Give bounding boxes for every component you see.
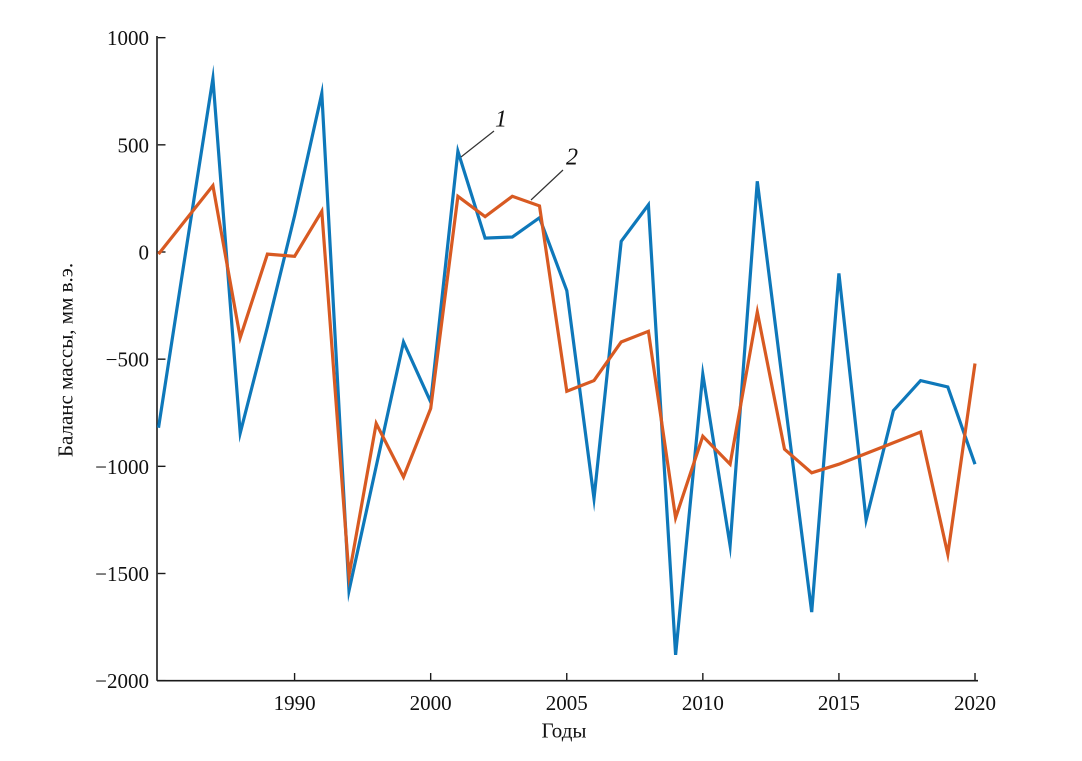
x-axis-title: Годы xyxy=(541,718,587,743)
y-tick-label: 500 xyxy=(118,133,150,157)
series-2-line xyxy=(157,181,977,589)
x-tick-label: 2015 xyxy=(818,691,860,715)
y-tick-label: −2000 xyxy=(95,669,149,693)
annotation-leader-line xyxy=(460,130,495,158)
x-tick-label: 2000 xyxy=(410,691,452,715)
x-tick-label: 1990 xyxy=(274,691,316,715)
series-1-line xyxy=(156,64,977,656)
series-2-annotation-label: 2 xyxy=(566,144,578,171)
y-axis-title: Баланс массы, мм в.э. xyxy=(53,262,78,458)
y-tick-label: 1000 xyxy=(107,26,149,50)
annotation-leader-line xyxy=(530,169,564,201)
x-tick-label: 2005 xyxy=(546,691,588,715)
x-tick-label: 2020 xyxy=(954,691,996,715)
axis-lines xyxy=(156,36,978,682)
y-tick-label: −500 xyxy=(106,348,149,372)
x-tick-label: 2010 xyxy=(682,691,724,715)
series-1-annotation-label: 1 xyxy=(495,106,507,133)
y-tick-label: 0 xyxy=(139,241,150,265)
y-tick-label: −1000 xyxy=(95,455,149,479)
y-tick-label: −1500 xyxy=(95,562,149,586)
